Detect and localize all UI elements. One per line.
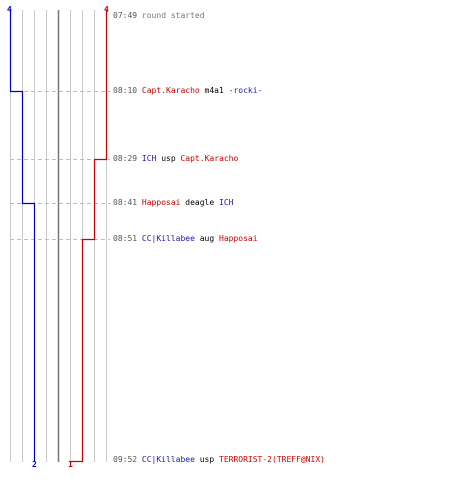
red-team-line [70, 10, 108, 463]
event-kill: 08:29 ICH usp Capt.Karacho [113, 154, 238, 164]
event-time: 09:52 [113, 455, 138, 464]
event-killer: Capt.Karacho [141, 86, 200, 95]
event-weapon: usp [199, 455, 215, 464]
event-weapon: aug [199, 234, 215, 243]
event-kill: 09:52 CC|Killabee usp TERRORIST-2(TREFF@… [113, 455, 325, 465]
event-victim: ICH [219, 198, 234, 207]
event-killer: Happosai [141, 198, 181, 207]
event-kill: 08:10 Capt.Karacho m4a1 -rocki- [113, 86, 262, 96]
event-kill: 08:41 Happosai deagle ICH [113, 198, 233, 208]
red-end-count: 1 [68, 460, 73, 469]
event-killer: CC|Killabee [141, 455, 195, 464]
event-killer: ICH [141, 154, 157, 163]
blue-team-line [9, 10, 36, 462]
event-time: 08:51 [113, 234, 138, 243]
blue-start-count: 4 [7, 5, 12, 14]
event-text: round started [141, 11, 205, 20]
event-weapon: usp [161, 154, 176, 163]
blue-end-count: 2 [32, 460, 37, 469]
event-kill: 08:51 CC|Killabee aug Happosai [113, 234, 258, 244]
event-weapon: deagle [185, 198, 215, 207]
event-victim: Capt.Karacho [180, 154, 239, 163]
event-victim: Happosai [219, 234, 258, 243]
event-time: 08:41 [113, 198, 138, 207]
event-victim: TERRORIST-2(TREFF@NIX) [219, 455, 325, 464]
event-round-start: 07:49 round started [113, 11, 205, 21]
event-weapon: m4a1 [204, 86, 224, 95]
event-killer: CC|Killabee [141, 234, 195, 243]
event-victim: -rocki- [228, 86, 263, 95]
event-time: 07:49 [113, 11, 138, 20]
red-start-count: 4 [104, 5, 109, 14]
event-time: 08:29 [113, 154, 138, 163]
event-time: 08:10 [113, 86, 138, 95]
